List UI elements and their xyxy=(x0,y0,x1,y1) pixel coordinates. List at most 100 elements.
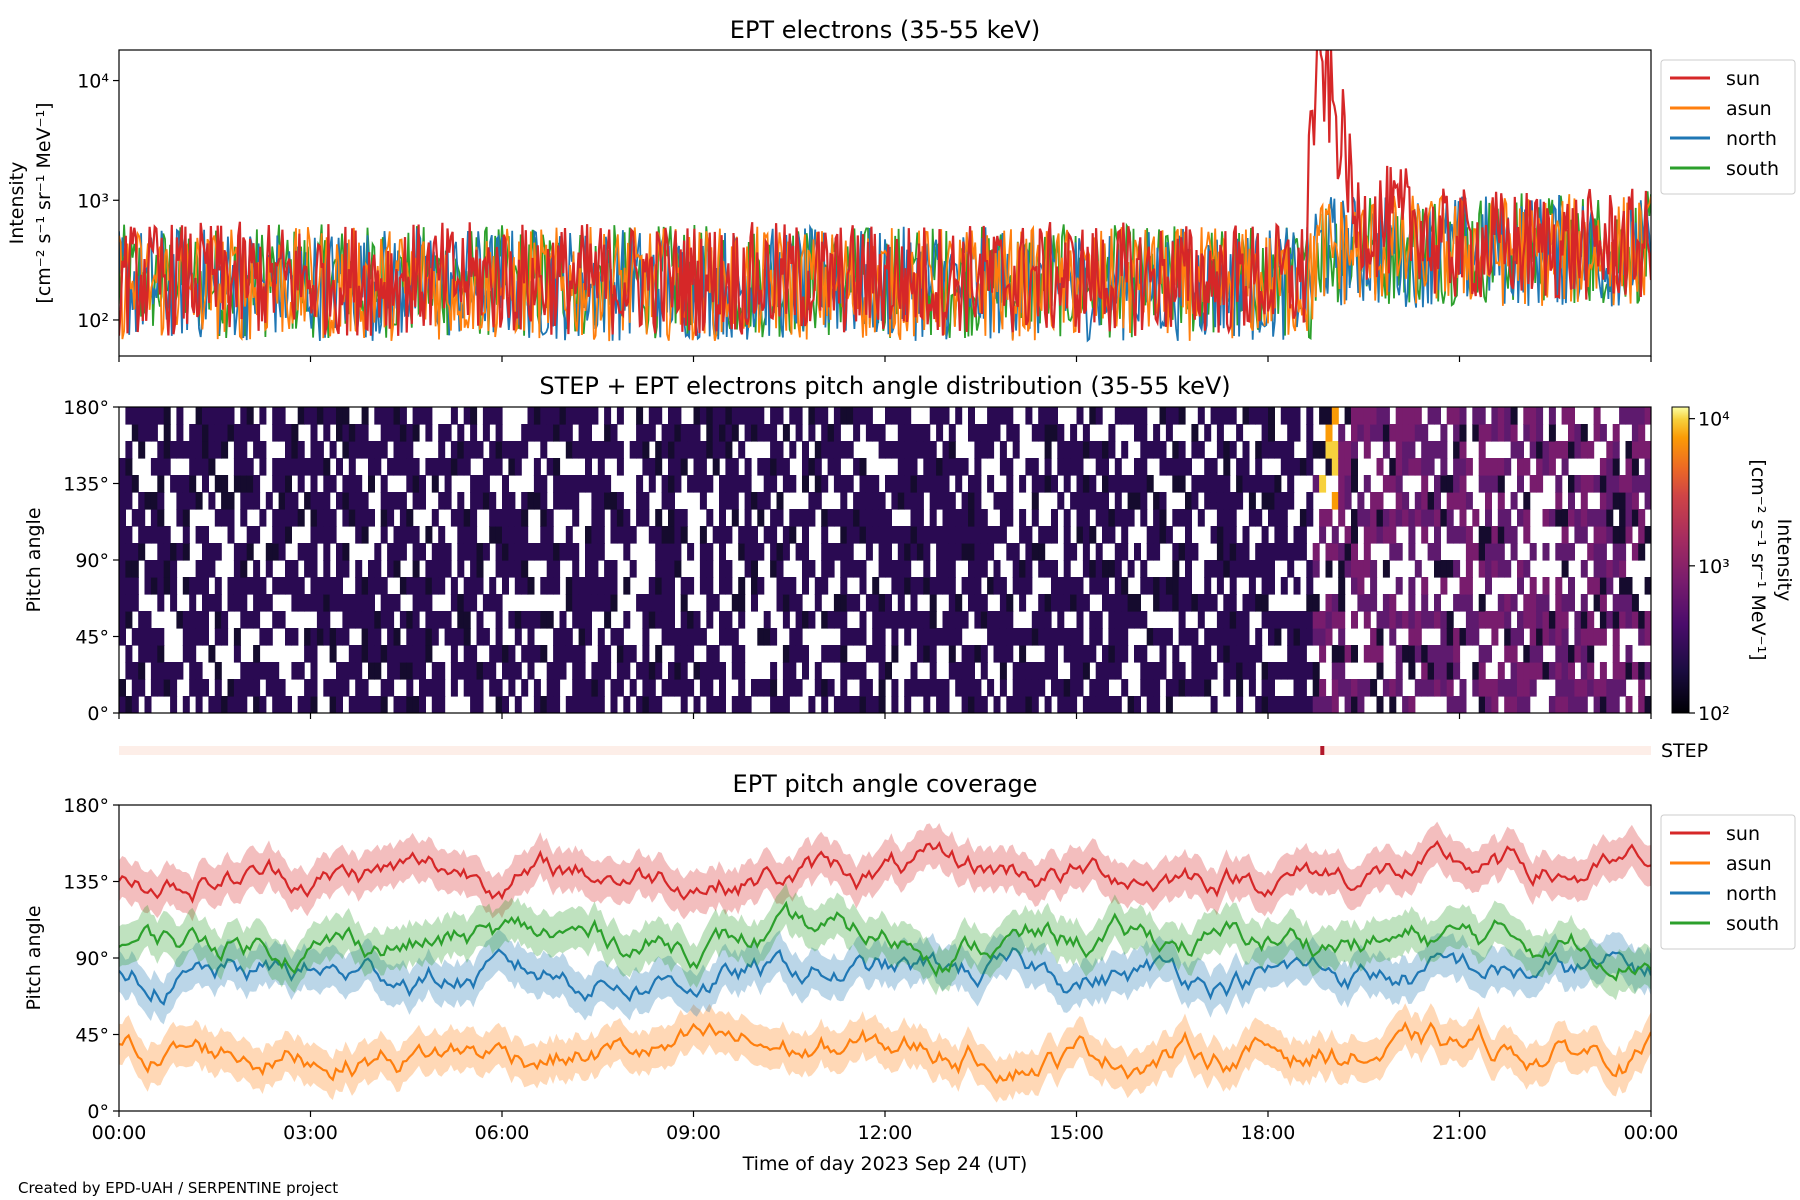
pad-cell xyxy=(936,526,944,544)
pad-cell xyxy=(1580,645,1588,663)
coverage-ytick-label-2: 90° xyxy=(75,948,109,970)
pad-cell xyxy=(150,662,158,680)
pad-cell xyxy=(642,628,650,646)
pad-cell xyxy=(495,526,503,544)
pad-cell xyxy=(572,611,580,629)
pad-cell xyxy=(923,526,931,544)
pad-cell xyxy=(1248,594,1256,612)
pad-cell xyxy=(355,679,363,697)
pad-cell xyxy=(578,696,586,713)
pad-cell xyxy=(355,611,363,629)
pad-cell xyxy=(444,458,452,476)
pad-cell xyxy=(438,424,446,442)
pad-cell xyxy=(278,509,286,527)
pad-cell xyxy=(1331,407,1339,425)
pad-cell xyxy=(119,577,126,595)
pad-cell xyxy=(1434,594,1441,612)
pad-cell xyxy=(336,696,343,713)
pad-cell xyxy=(706,611,714,629)
pad-cell xyxy=(942,458,950,476)
pad-cell xyxy=(150,560,158,578)
pad-cell xyxy=(968,475,975,493)
pad-cell xyxy=(1517,441,1524,459)
pad-cell xyxy=(233,441,241,459)
pad-cell xyxy=(285,475,292,493)
pad-cell xyxy=(1210,696,1218,713)
pad-cell xyxy=(936,475,944,493)
pad-cell xyxy=(840,662,848,680)
pad-cell xyxy=(272,577,280,595)
pad-cell xyxy=(1529,594,1537,612)
pad-cell xyxy=(1025,696,1033,713)
pad-cell xyxy=(636,509,644,527)
pad-cell xyxy=(821,475,829,493)
pad-cell xyxy=(1153,424,1161,442)
pad-cell xyxy=(923,441,931,459)
pad-cell xyxy=(770,662,778,680)
pad-cell xyxy=(150,679,158,697)
pad-cell xyxy=(1382,526,1390,544)
pad-cell xyxy=(1644,492,1651,510)
pad-cell xyxy=(840,577,848,595)
pad-cell xyxy=(495,509,503,527)
pad-cell xyxy=(1574,475,1582,493)
pad-cell xyxy=(533,645,541,663)
coverage-xtick-label-4: 12:00 xyxy=(858,1122,913,1144)
coverage-ytick-label-3: 135° xyxy=(63,872,109,894)
pad-cell xyxy=(125,696,133,713)
pad-cell xyxy=(1140,662,1148,680)
pad-cell xyxy=(157,560,165,578)
pad-cell xyxy=(974,594,982,612)
pad-cell xyxy=(1076,526,1084,544)
pad-cell xyxy=(782,424,790,442)
pad-cell xyxy=(904,475,912,493)
pad-cell xyxy=(1421,526,1429,544)
pad-cell xyxy=(1593,696,1601,713)
pad-cell xyxy=(1306,509,1314,527)
pad-cell xyxy=(1051,560,1058,578)
pad-cell xyxy=(182,441,190,459)
pad-cell xyxy=(157,458,165,476)
pad-cell xyxy=(1051,645,1058,663)
pad-cell xyxy=(1580,509,1588,527)
pad-cell xyxy=(374,662,382,680)
pad-cell xyxy=(1427,492,1435,510)
pad-cell xyxy=(1191,679,1199,697)
pad-cell xyxy=(291,594,299,612)
pad-cell xyxy=(233,458,241,476)
pad-cell xyxy=(578,441,586,459)
pad-cell xyxy=(189,441,197,459)
pad-cell xyxy=(157,441,165,459)
colorbar xyxy=(1671,406,1690,714)
pad-cell xyxy=(1427,509,1435,527)
pad-cell xyxy=(163,662,171,680)
pad-cell xyxy=(1523,662,1531,680)
pad-cell xyxy=(1459,407,1467,425)
pad-cell xyxy=(412,662,420,680)
pad-cell xyxy=(623,526,631,544)
pad-cell xyxy=(1491,696,1499,713)
pad-cell xyxy=(1223,543,1231,561)
pad-cell xyxy=(291,492,299,510)
pad-cell xyxy=(1185,543,1192,561)
pad-cell xyxy=(1236,543,1244,561)
pad-cell xyxy=(789,679,797,697)
pad-cell xyxy=(757,458,765,476)
pad-cell xyxy=(553,407,561,425)
pad-cell xyxy=(1497,458,1505,476)
pad-cell xyxy=(1363,407,1371,425)
pad-cell xyxy=(833,475,841,493)
pad-cell xyxy=(1185,458,1192,476)
coverage-legend-label-asun: asun xyxy=(1726,853,1772,875)
pad-cell xyxy=(125,662,133,680)
pad-cell xyxy=(763,492,771,510)
pad-cell xyxy=(955,526,963,544)
pad-cell xyxy=(1555,645,1563,663)
pad-cell xyxy=(942,679,950,697)
pad-cell xyxy=(999,509,1007,527)
pad-cell xyxy=(585,475,592,493)
pad-cell xyxy=(1089,577,1097,595)
pad-cell xyxy=(514,662,522,680)
pad-cell xyxy=(1306,628,1314,646)
pad-cell xyxy=(361,526,369,544)
